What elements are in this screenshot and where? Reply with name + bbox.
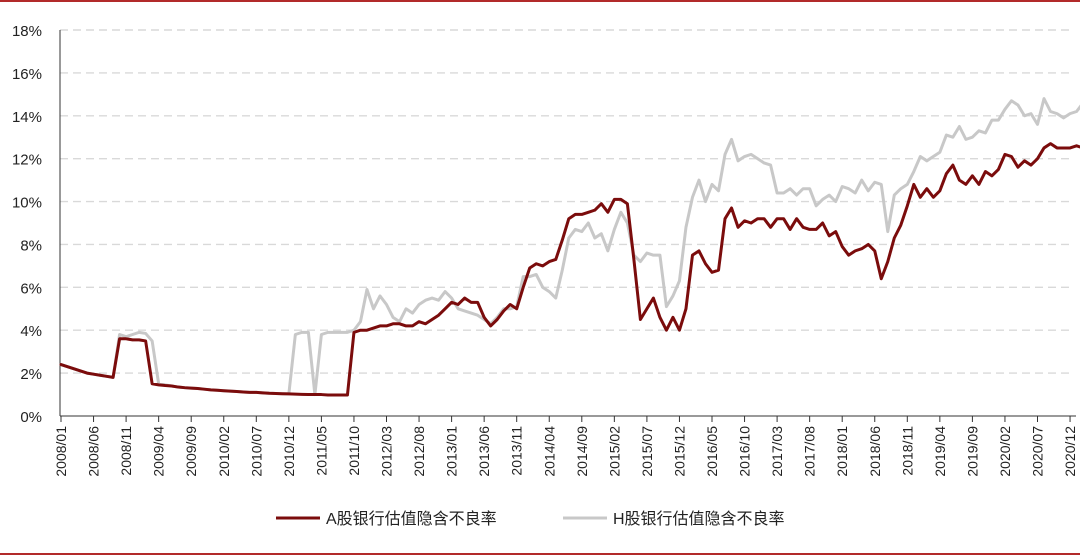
x-tick-label: 2018/11 [899, 426, 915, 476]
x-tick-label: 2010/02 [216, 426, 232, 477]
legend: A股银行估值隐含不良率 H股银行估值隐含不良率 [276, 510, 785, 528]
x-tick-label: 2017/08 [802, 426, 818, 477]
x-tick-label: 2011/05 [313, 426, 329, 476]
x-tick-label: 2013/06 [476, 426, 492, 477]
y-tick-label: 2% [20, 366, 42, 383]
x-tick-label: 2016/05 [704, 426, 720, 477]
top-frame-line [0, 0, 1080, 2]
x-tick-label: 2015/12 [671, 426, 687, 477]
grid-layer [60, 29, 1072, 374]
x-tick-label: 2019/04 [932, 426, 948, 477]
x-tick-label: 2010/07 [248, 426, 264, 477]
x-tick-label: 2013/11 [509, 426, 525, 476]
y-tick-label: 12% [12, 152, 42, 169]
x-tick-label: 2011/10 [346, 426, 362, 476]
axis-layer: 0% 2% 4% 6% 8% 10% 12% 14% 16% 18% 2008/01 2008/06 2… [12, 23, 1078, 477]
x-tick-label: 2015/07 [639, 426, 655, 477]
y-tick-label: 10% [12, 195, 42, 212]
bottom-frame-line [0, 553, 1080, 555]
x-tick-label: 2009/09 [183, 426, 199, 477]
x-tick-label: 2018/01 [834, 426, 850, 477]
x-tick-label: 2010/12 [281, 426, 297, 477]
x-tick-label: 2020/07 [1030, 426, 1046, 477]
x-tick-label: 2016/10 [737, 426, 753, 477]
x-tick-label: 2014/04 [541, 426, 557, 477]
y-tick-label: 0% [20, 409, 42, 426]
series-h-line [59, 97, 1080, 397]
x-tick-label: 2008/01 [53, 426, 69, 477]
x-tick-label: 2008/06 [86, 426, 102, 477]
series-a-line [59, 142, 1080, 397]
x-tick-label: 2009/04 [151, 426, 167, 477]
x-tick-label: 2012/03 [379, 426, 395, 477]
x-tick-label: 2015/02 [606, 426, 622, 477]
y-tick-label: 6% [20, 280, 42, 297]
y-tick-label: 14% [12, 109, 42, 126]
x-tick-label: 2014/09 [574, 426, 590, 477]
legend-a-label: A股银行估值隐含不良率 [326, 510, 497, 528]
y-tick-label: 16% [12, 66, 42, 83]
x-tick-label: 2008/11 [118, 426, 134, 476]
x-tick-label: 2017/03 [769, 426, 785, 477]
legend-h-label: H股银行估值隐含不良率 [613, 510, 785, 528]
y-tick-label: 8% [20, 237, 42, 254]
x-tick-label: 2020/12 [1062, 426, 1078, 477]
y-tick-label: 18% [12, 23, 42, 40]
series-layer [59, 97, 1080, 397]
x-tick-label: 2018/06 [867, 426, 883, 477]
x-tick-label: 2019/09 [964, 426, 980, 477]
y-tick-label: 4% [20, 323, 42, 340]
x-tick-label: 2012/08 [411, 426, 427, 477]
x-tick-label: 2013/01 [444, 426, 460, 477]
x-tick-label: 2020/02 [997, 426, 1013, 477]
